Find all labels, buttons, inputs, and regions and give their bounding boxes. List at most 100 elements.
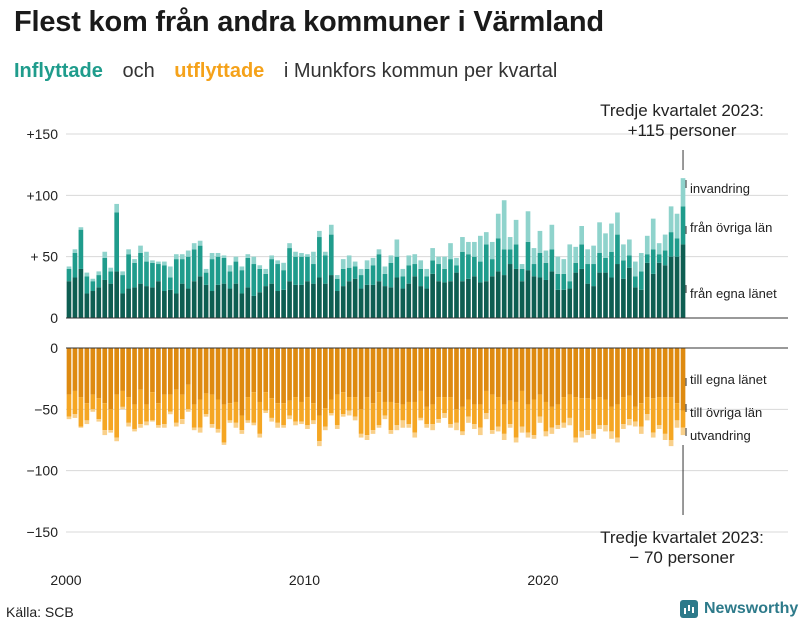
bar-outflow-2 xyxy=(561,422,567,428)
bar-inflow-2 xyxy=(638,252,644,272)
bar-inflow-2 xyxy=(173,254,179,260)
bar-inflow-0 xyxy=(299,284,304,318)
bar-inflow-1 xyxy=(370,265,376,285)
bar-inflow-0 xyxy=(251,295,257,318)
legend-in-label: från övriga län xyxy=(690,220,772,235)
bar-outflow-1 xyxy=(126,397,131,423)
bar-inflow-0 xyxy=(460,281,465,318)
bar-inflow-1 xyxy=(346,267,352,282)
bar-outflow-0 xyxy=(460,348,465,407)
bar-outflow-0 xyxy=(132,348,137,405)
bar-inflow-1 xyxy=(138,252,143,284)
bar-outflow-2 xyxy=(96,419,102,422)
bar-inflow-0 xyxy=(221,283,227,318)
bar-outflow-0 xyxy=(370,348,376,404)
bar-inflow-1 xyxy=(239,270,245,294)
bar-outflow-2 xyxy=(299,421,304,425)
bar-outflow-0 xyxy=(656,348,662,398)
bar-inflow-0 xyxy=(84,293,90,318)
bar-inflow-2 xyxy=(305,254,310,257)
bar-inflow-0 xyxy=(650,273,656,318)
bar-outflow-1 xyxy=(132,404,137,429)
bar-outflow-1 xyxy=(215,399,221,429)
bar-outflow-2 xyxy=(501,433,507,440)
bar-outflow-0 xyxy=(531,348,537,400)
bar-inflow-0 xyxy=(370,284,376,318)
bar-inflow-2 xyxy=(549,224,555,250)
bar-outflow-1 xyxy=(382,401,388,416)
bar-inflow-2 xyxy=(358,268,364,276)
bar-inflow-0 xyxy=(126,288,131,318)
bar-outflow-0 xyxy=(513,348,519,402)
bar-outflow-0 xyxy=(483,348,489,391)
bar-inflow-2 xyxy=(537,230,543,253)
bar-outflow-2 xyxy=(132,428,137,432)
bar-inflow-1 xyxy=(633,276,638,288)
bar-outflow-0 xyxy=(239,348,245,416)
bar-inflow-0 xyxy=(418,286,424,318)
bar-outflow-0 xyxy=(293,348,298,398)
bar-inflow-0 xyxy=(585,283,590,318)
bar-inflow-1 xyxy=(323,255,328,284)
bar-inflow-0 xyxy=(501,275,507,318)
bar-inflow-0 xyxy=(615,264,620,318)
bar-inflow-1 xyxy=(334,278,340,292)
bar-outflow-1 xyxy=(168,394,173,412)
bar-inflow-1 xyxy=(376,254,382,282)
bar-outflow-1 xyxy=(454,409,459,423)
bar-outflow-0 xyxy=(323,348,328,409)
bar-inflow-0 xyxy=(394,277,400,318)
bar-outflow-0 xyxy=(317,348,322,416)
bar-inflow-0 xyxy=(227,288,233,318)
bar-inflow-2 xyxy=(185,250,191,257)
y-tick-bottom: 0 xyxy=(50,340,58,356)
bar-outflow-2 xyxy=(573,437,579,443)
bar-inflow-0 xyxy=(90,291,96,318)
legend-out-label: utvandring xyxy=(690,428,751,443)
bar-outflow-1 xyxy=(293,397,298,422)
bar-inflow-1 xyxy=(197,245,203,277)
bar-outflow-0 xyxy=(436,348,441,398)
bar-inflow-0 xyxy=(102,279,108,318)
bar-outflow-1 xyxy=(412,401,418,433)
bar-inflow-0 xyxy=(120,293,125,318)
bar-inflow-2 xyxy=(269,255,274,260)
bar-outflow-1 xyxy=(156,403,161,426)
bar-inflow-0 xyxy=(185,288,191,318)
bar-inflow-2 xyxy=(406,255,412,266)
bar-outflow-2 xyxy=(120,406,125,410)
bar-outflow-0 xyxy=(358,348,364,410)
bar-outflow-1 xyxy=(96,398,102,420)
bar-inflow-1 xyxy=(561,273,567,290)
bar-outflow-0 xyxy=(549,348,555,407)
bar-inflow-2 xyxy=(633,261,638,277)
bar-inflow-1 xyxy=(382,273,388,287)
bar-inflow-1 xyxy=(501,249,507,276)
bar-outflow-1 xyxy=(495,397,501,427)
bar-inflow-2 xyxy=(168,266,173,278)
bar-outflow-1 xyxy=(418,390,424,418)
bar-outflow-0 xyxy=(543,348,549,402)
bar-inflow-0 xyxy=(215,284,221,318)
bar-outflow-0 xyxy=(418,348,424,391)
subtitle-inflyttade: Inflyttade xyxy=(14,60,103,82)
bar-inflow-0 xyxy=(537,277,543,318)
bar-outflow-0 xyxy=(662,348,668,398)
bar-outflow-0 xyxy=(281,348,286,404)
bar-inflow-1 xyxy=(126,254,131,289)
bar-outflow-2 xyxy=(102,430,108,436)
bar-outflow-2 xyxy=(328,413,334,416)
bar-inflow-2 xyxy=(388,255,394,263)
bar-outflow-2 xyxy=(215,428,221,433)
bar-outflow-1 xyxy=(466,399,471,417)
bar-outflow-1 xyxy=(185,384,191,410)
bar-outflow-1 xyxy=(179,394,185,420)
bar-inflow-1 xyxy=(597,252,602,273)
bar-inflow-2 xyxy=(394,239,400,257)
bar-inflow-1 xyxy=(656,254,662,263)
bar-outflow-2 xyxy=(173,422,179,427)
bar-outflow-0 xyxy=(555,348,561,405)
bar-inflow-1 xyxy=(293,256,298,285)
bar-outflow-2 xyxy=(436,419,441,423)
bar-inflow-2 xyxy=(680,178,686,207)
